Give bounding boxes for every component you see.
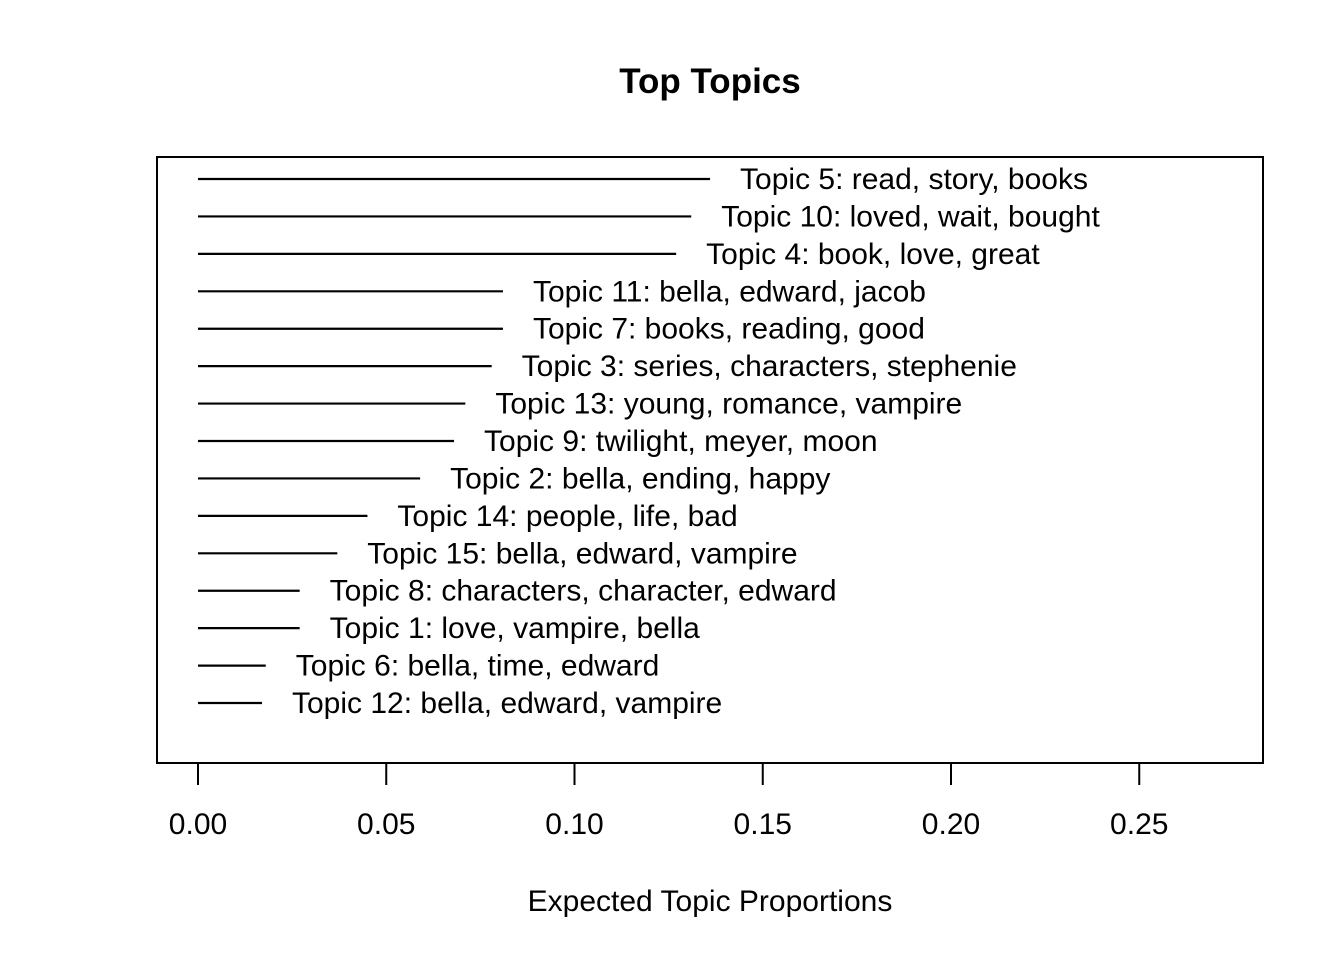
x-tick-label: 0.10 [545,808,603,841]
topic-label: Topic 1: love, vampire, bella [330,612,700,645]
topic-label: Topic 6: bella, time, edward [296,650,660,683]
topic-label: Topic 10: loved, wait, bought [721,200,1100,233]
topic-label: Topic 5: read, story, books [740,163,1088,196]
topic-label: Topic 8: characters, character, edward [330,575,837,608]
topic-label: Topic 13: young, romance, vampire [495,388,962,421]
x-tick-label: 0.15 [734,808,792,841]
topic-label: Topic 7: books, reading, good [533,313,925,346]
topic-label: Topic 12: bella, edward, vampire [292,687,722,720]
topic-label: Topic 4: book, love, great [706,238,1040,271]
topic-label: Topic 9: twilight, meyer, moon [484,425,878,458]
topic-label: Topic 3: series, characters, stephenie [522,350,1017,383]
chart-title: Top Topics [619,62,800,101]
x-tick-label: 0.25 [1110,808,1168,841]
x-axis-title: Expected Topic Proportions [528,885,893,918]
x-tick-label: 0.05 [357,808,415,841]
topic-label: Topic 11: bella, edward, jacob [533,275,926,308]
topic-segments [198,177,711,705]
topic-label: Topic 2: bella, ending, happy [450,462,830,495]
topic-label: Topic 15: bella, edward, vampire [367,537,797,570]
topic-label: Topic 14: people, life, bad [397,500,737,533]
x-tick-label: 0.00 [169,808,227,841]
x-tick-label: 0.20 [922,808,980,841]
topic-labels: Topic 5: read, story, books Topic 10: lov… [292,163,1100,720]
x-axis: 0.00 0.05 0.10 0.15 0.20 0.25 [169,762,1168,841]
